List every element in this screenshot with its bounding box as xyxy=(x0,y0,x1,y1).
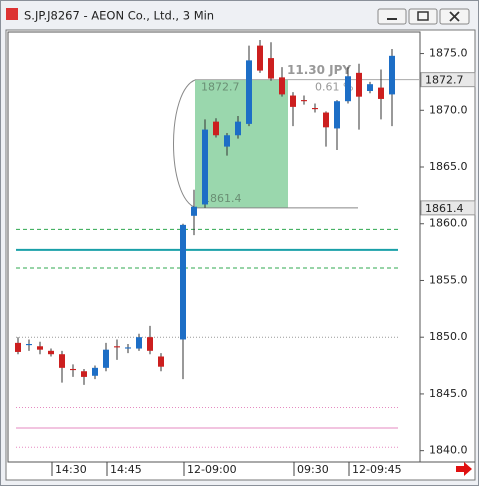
candle-body xyxy=(59,354,65,368)
app-icon xyxy=(6,8,18,20)
candle-body xyxy=(279,77,285,95)
candle-body xyxy=(334,101,340,129)
candle-body xyxy=(367,84,373,91)
measure-change: 11.30 JPY xyxy=(287,63,351,77)
candle-body xyxy=(26,344,32,346)
y-tick-label: 1855.0 xyxy=(429,273,468,286)
candle-body xyxy=(147,337,153,351)
price-box xyxy=(420,72,476,88)
y-tick-label: 1850.0 xyxy=(429,330,468,343)
candle-body xyxy=(356,72,362,97)
measure-percent: 0.61 % xyxy=(315,81,353,94)
x-tick-label: 14:30 xyxy=(55,463,87,476)
measure-high-label: 1872.7 xyxy=(201,81,240,94)
restore-icon xyxy=(417,11,429,21)
candle-body xyxy=(246,60,252,124)
scroll-arrow[interactable] xyxy=(456,462,472,476)
candle-body xyxy=(37,346,43,350)
candle-body xyxy=(312,108,318,110)
candle-body xyxy=(70,368,76,371)
y-tick-label: 1860.0 xyxy=(429,217,468,230)
candle-body xyxy=(125,347,131,349)
x-tick-label: 12-09:00 xyxy=(187,463,237,476)
candle-body xyxy=(323,112,329,128)
candle-body xyxy=(224,135,230,147)
candle-body xyxy=(301,100,307,102)
y-tick-label: 1865.0 xyxy=(429,160,468,173)
candle-body xyxy=(235,121,241,136)
candle-body xyxy=(103,349,109,368)
candle-body xyxy=(48,350,54,355)
close-icon xyxy=(449,11,460,22)
candle-body xyxy=(389,55,395,95)
candle-body xyxy=(202,129,208,205)
window-buttons[interactable] xyxy=(377,8,470,25)
candle-body xyxy=(213,121,219,136)
candle-body xyxy=(180,224,186,340)
candle-body xyxy=(15,342,21,352)
measure-low-label: 1861.4 xyxy=(203,192,242,205)
price-box xyxy=(420,200,476,216)
y-tick-label: 1875.0 xyxy=(429,47,468,60)
candle-body xyxy=(136,337,142,349)
x-tick-label: 14:45 xyxy=(110,463,142,476)
candle-body xyxy=(191,206,197,216)
y-tick-label: 1845.0 xyxy=(429,387,468,400)
measure-curve xyxy=(173,79,197,209)
measure-box xyxy=(195,79,288,208)
candle-body xyxy=(158,356,164,367)
candle-body xyxy=(257,45,263,71)
candle-body xyxy=(268,58,274,79)
candle-body xyxy=(92,367,98,376)
candle-body xyxy=(378,87,384,99)
minimize-button[interactable] xyxy=(377,8,407,25)
price-box-label: 1861.4 xyxy=(425,202,464,215)
candle-body xyxy=(345,76,351,102)
candle-body xyxy=(114,346,120,348)
price-box-label: 1872.7 xyxy=(425,74,464,87)
x-tick-label: 09:30 xyxy=(297,463,329,476)
y-tick-label: 1870.0 xyxy=(429,103,468,116)
window-title: S.JP.J8267 - AEON Co., Ltd., 3 Min xyxy=(24,9,214,23)
candle-body xyxy=(81,371,87,377)
y-tick-label: 1840.0 xyxy=(429,444,468,457)
x-tick-label: 12-09:45 xyxy=(352,463,402,476)
candle-body xyxy=(290,95,296,107)
restore-button[interactable] xyxy=(408,8,438,25)
